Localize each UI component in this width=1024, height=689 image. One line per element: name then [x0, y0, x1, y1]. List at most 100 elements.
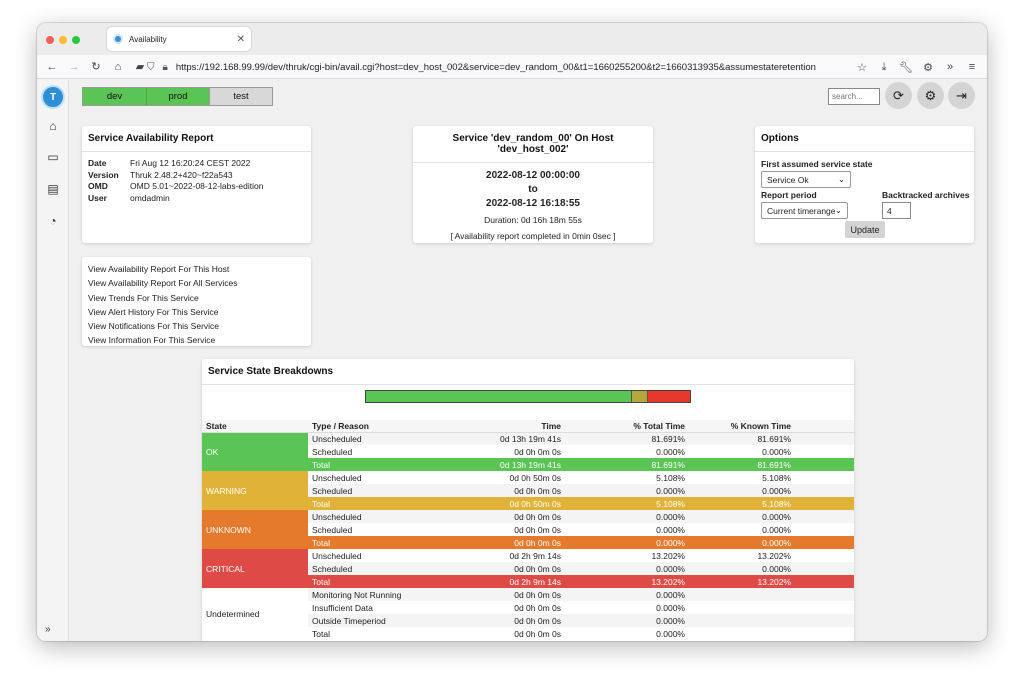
known-pct-cell: [689, 601, 795, 614]
type-cell: Total: [308, 458, 453, 471]
env-tab-dev[interactable]: dev: [83, 88, 146, 105]
period-start: 2022-08-12 00:00:00: [486, 170, 580, 181]
monitor-icon[interactable]: ▭: [47, 150, 59, 164]
type-cell: Scheduled: [308, 445, 453, 458]
env-tab-prod[interactable]: prod: [146, 88, 209, 105]
type-cell: Total: [308, 497, 453, 510]
logout-icon: ⇥: [956, 87, 967, 103]
table-row: Undetermined Monitoring Not Running 0d 0h …: [202, 588, 854, 640]
state-cell-ok: OK: [202, 432, 308, 471]
bookmark-star-icon[interactable]: ☆: [857, 61, 867, 74]
url-bar[interactable]: ⛉ 🔒︎ https://192.168.99.99/dev/thruk/cgi…: [147, 57, 837, 77]
back-arrow-icon[interactable]: ←: [46, 60, 58, 73]
known-pct-cell: 0.000%: [689, 523, 795, 536]
first-state-select[interactable]: Service Ok ⌄: [761, 171, 851, 188]
bar-segment-warning: [630, 391, 648, 402]
info-key: Date: [88, 158, 107, 168]
download-icon[interactable]: ⤓: [881, 60, 887, 73]
known-pct-cell: 13.202%: [689, 575, 795, 588]
gauge-icon[interactable]: ◔: [49, 214, 57, 228]
col-header-time: Time: [453, 420, 565, 433]
nav-bar: ← → ↻ ⌂ ▰ ⛉ 🔒︎ https://192.168.99.99/dev…: [37, 55, 987, 79]
book-icon[interactable]: ▤: [47, 182, 59, 196]
time-cell: 0d 0h 0m 0s: [453, 588, 565, 601]
state-breakdown-panel: Service State Breakdowns State Type / Re…: [202, 359, 854, 641]
col-header-total-pct: % Total Time: [565, 420, 689, 433]
backtracked-input[interactable]: 4: [882, 202, 911, 219]
link-all-services-availability[interactable]: View Availability Report For All Service…: [88, 278, 238, 289]
spacer-cell: [795, 497, 854, 510]
table-row: Total 0d 2h 9m 14s 13.202% 13.202%: [202, 575, 854, 588]
report-period-select[interactable]: Current timerange ⌄: [761, 202, 848, 219]
time-cell: 0d 0h 50m 0s: [453, 497, 565, 510]
time-cell: 0d 0h 0m 0s: [453, 627, 565, 640]
tab-close-icon[interactable]: ✕: [236, 33, 245, 45]
info-value: OMD 5.01~2022-08-12-labs-edition: [130, 181, 264, 191]
menu-icon[interactable]: ≡: [968, 61, 976, 73]
time-cell: 0d 2h 9m 14s: [453, 549, 565, 562]
total-pct-cell: 5.108%: [565, 497, 689, 510]
table-row: Total 0d 0h 0m 0s 0.000% 0.000%: [202, 536, 854, 549]
total-pct-cell: 0.000%: [565, 445, 689, 458]
type-cell: Scheduled: [308, 562, 453, 575]
refresh-icon: ⟳: [893, 87, 904, 103]
type-cell: Scheduled: [308, 523, 453, 536]
spacer-cell: [795, 588, 854, 601]
home-icon[interactable]: ⌂: [114, 60, 122, 73]
total-pct-cell: 0.000%: [565, 523, 689, 536]
state-cell-warning: WARNING: [202, 471, 308, 510]
total-pct-cell: 0.000%: [565, 588, 689, 601]
table-row: CRITICAL Unscheduled 0d 2h 9m 14s 13.202% 13…: [202, 549, 854, 588]
wrench-icon[interactable]: 🔧︎: [899, 61, 913, 74]
time-cell: 0d 2h 9m 14s: [453, 575, 565, 588]
spacer-cell: [795, 484, 854, 497]
pocket-icon[interactable]: ▰: [135, 61, 145, 73]
minimize-window-button[interactable]: [59, 36, 67, 44]
update-button[interactable]: Update: [845, 221, 885, 238]
service-summary-panel: Service 'dev_random_00' On Host 'dev_hos…: [413, 126, 653, 243]
lock-icon: 🔒︎: [162, 61, 168, 73]
state-cell-critical: CRITICAL: [202, 549, 308, 588]
environment-tabs: dev prod test: [82, 87, 273, 106]
time-cell: 0d 13h 19m 41s: [453, 458, 565, 471]
state-proportion-bar: [365, 390, 691, 403]
thruk-logo-icon[interactable]: T: [41, 85, 65, 109]
known-pct-cell: [689, 614, 795, 627]
duration-text: Duration: 0d 16h 18m 55s: [484, 215, 582, 225]
spacer-cell: [795, 458, 854, 471]
link-notifications[interactable]: View Notifications For This Service: [88, 321, 220, 332]
table-row: Scheduled 0d 0h 0m 0s 0.000% 0.000%: [202, 445, 854, 458]
overflow-chevron-icon[interactable]: »: [946, 61, 954, 73]
thruk-app: T ⌂ ▭ ▤ ◔ » dev prod test ⟳ ⚙ ⇥ Service …: [37, 80, 987, 641]
link-trends[interactable]: View Trends For This Service: [88, 292, 199, 303]
link-host-availability[interactable]: View Availability Report For This Host: [88, 264, 230, 274]
table-header-row: State Type / Reason Time % Total Time % …: [202, 420, 854, 433]
refresh-button[interactable]: ⟳: [885, 82, 912, 109]
table-row: UNKNOWN Unscheduled 0d 0h 0m 0s 0.000% 0.000…: [202, 510, 854, 549]
logout-button[interactable]: ⇥: [948, 82, 975, 109]
browser-tab[interactable]: Availability ✕: [107, 27, 251, 51]
link-alert-history[interactable]: View Alert History For This Service: [88, 306, 219, 317]
settings-button[interactable]: ⚙: [917, 82, 944, 109]
env-tab-test[interactable]: test: [209, 88, 272, 105]
type-cell: Unscheduled: [308, 510, 453, 523]
gear-icon[interactable]: ⚙: [923, 61, 933, 74]
close-window-button[interactable]: [46, 36, 54, 44]
type-cell: Total: [308, 575, 453, 588]
search-input[interactable]: [828, 88, 880, 105]
maximize-window-button[interactable]: [72, 36, 80, 44]
table-row: WARNING Unscheduled 0d 0h 50m 0s 5.108% 5.10…: [202, 471, 854, 510]
period-end: 2022-08-12 16:18:55: [486, 198, 580, 209]
report-period-value: Current timerange: [767, 205, 835, 216]
table-row: Scheduled 0d 0h 0m 0s 0.000% 0.000%: [202, 523, 854, 536]
options-panel: Options First assumed service state Serv…: [755, 126, 974, 243]
time-cell: 0d 0h 0m 0s: [453, 510, 565, 523]
link-information[interactable]: View Information For This Service: [88, 335, 216, 346]
home-icon[interactable]: ⌂: [49, 119, 57, 133]
forward-arrow-icon[interactable]: →: [68, 60, 80, 73]
known-pct-cell: 13.202%: [689, 549, 795, 562]
report-info-panel: Service Availability Report Date Fri Aug…: [82, 126, 311, 243]
sidebar-expand-icon[interactable]: »: [45, 624, 51, 635]
panel-title: Service Availability Report: [82, 126, 311, 152]
reload-icon[interactable]: ↻: [91, 61, 101, 73]
